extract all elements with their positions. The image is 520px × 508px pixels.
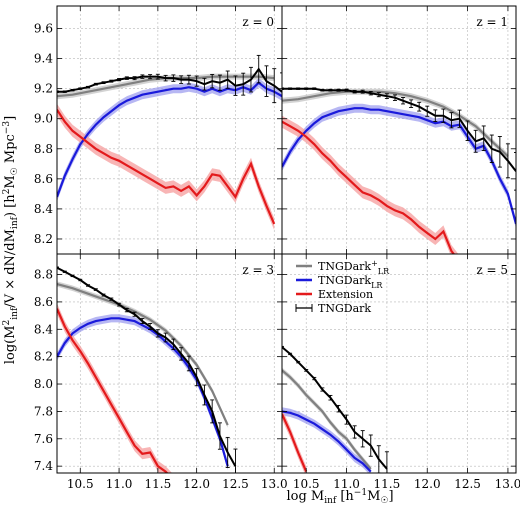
- line-extension: [57, 308, 169, 473]
- band-tngdark-lr: [57, 314, 228, 471]
- panel-label: z = 3: [242, 263, 274, 277]
- line-tngdark: [282, 346, 388, 470]
- panel-4: 10.5 11.0 11.5 12.0 12.5 13.0 z = 5: [281, 253, 520, 491]
- legend-label: TNGDark: [318, 302, 371, 315]
- y-tick-label: 9.4: [34, 52, 53, 66]
- plot-area: [57, 266, 238, 473]
- x-tick-label: 11.5: [145, 477, 172, 491]
- y-tick-label: 8.6: [34, 172, 53, 186]
- x-axis-title: log Minf [h−1M☉]: [286, 488, 393, 506]
- y-tick-label: 8.2: [34, 232, 53, 246]
- panel-label: z = 1: [476, 15, 508, 29]
- y-tick-label: 8.0: [34, 377, 53, 391]
- plot-area: [57, 54, 282, 230]
- legend-label: Extension: [318, 288, 373, 301]
- y-tick-label: 8.6: [34, 295, 53, 309]
- line-tngdark: [57, 266, 237, 467]
- legend-item-tngdark: TNGDark: [295, 302, 371, 315]
- line-tngdark-lr-plus: [57, 283, 229, 426]
- x-tick-label: 11.0: [333, 477, 360, 491]
- panel-2: z = 1: [281, 5, 517, 255]
- y-tick-label: 7.4: [34, 459, 53, 473]
- panels-group: 8.2 8.4 8.6 8.8 9.0 9.2 9.4 9.6 z = 0 z = 1 10.5 11…: [34, 5, 520, 491]
- y-axis-title: log(M2inf/V × dN/dMinf) [h2M☉ Mpc−3]: [2, 116, 20, 364]
- line-tngdark-lr: [57, 317, 229, 467]
- line-tngdark: [282, 87, 516, 172]
- y-tick-label: 8.8: [34, 268, 53, 282]
- y-tick-label: 9.2: [34, 82, 53, 96]
- x-tick-label: 13.0: [495, 477, 520, 491]
- plot-area: [282, 345, 389, 473]
- y-tick-label: 9.6: [34, 22, 53, 36]
- y-tick-label: 7.8: [34, 404, 53, 418]
- line-tngdark-lr: [282, 107, 516, 225]
- band-extension: [57, 103, 275, 230]
- panel-label: z = 0: [242, 15, 274, 29]
- x-tick-label: 10.5: [67, 477, 94, 491]
- x-tick-label: 12.5: [222, 477, 249, 491]
- panel-1: 8.2 8.4 8.6 8.8 9.0 9.2 9.4 9.6 z = 0: [34, 5, 283, 255]
- y-tick-label: 8.8: [34, 142, 53, 156]
- legend-item-tngdark_lr: TNGDarkLR: [296, 274, 383, 290]
- y-tick-label: 8.4: [34, 322, 53, 336]
- line-tngdark-lr-plus: [282, 90, 509, 158]
- x-tick-label: 12.0: [183, 477, 210, 491]
- y-tick-label: 7.6: [34, 432, 53, 446]
- x-tick-label: 12.0: [414, 477, 441, 491]
- legend-item-tngdark_lr_plus: TNGDark+LR: [296, 259, 390, 276]
- band-extension: [282, 115, 459, 254]
- x-tick-label: 11.5: [374, 477, 401, 491]
- plot-area: [282, 87, 516, 254]
- x-tick-label: 10.5: [293, 477, 320, 491]
- y-tick-label: 8.2: [34, 350, 53, 364]
- x-tick-label: 12.5: [454, 477, 481, 491]
- panel-label: z = 5: [476, 263, 508, 277]
- legend-label: TNGDark+LR: [318, 259, 390, 276]
- line-tngdark-lr-plus: [282, 369, 372, 470]
- y-tick-label: 8.4: [34, 202, 53, 216]
- line-extension: [57, 109, 276, 225]
- band-tngdark-lr-plus: [282, 88, 508, 160]
- line-tngdark-lr: [57, 81, 282, 198]
- y-tick-label: 9.0: [34, 112, 53, 126]
- x-tick-label: 11.0: [106, 477, 133, 491]
- line-extension: [282, 413, 308, 473]
- line-extension: [282, 120, 456, 254]
- panel-3: 10.5 11.0 11.5 12.0 12.5 13.0 7.4 7.6 7.8 8.0 8.2 8…: [34, 253, 288, 491]
- legend-item-extension: Extension: [296, 288, 373, 301]
- panel-frame: [281, 253, 517, 474]
- legend-label: TNGDarkLR: [318, 274, 383, 290]
- line-tngdark-lr: [282, 410, 372, 473]
- x-tick-label: 13.0: [261, 477, 288, 491]
